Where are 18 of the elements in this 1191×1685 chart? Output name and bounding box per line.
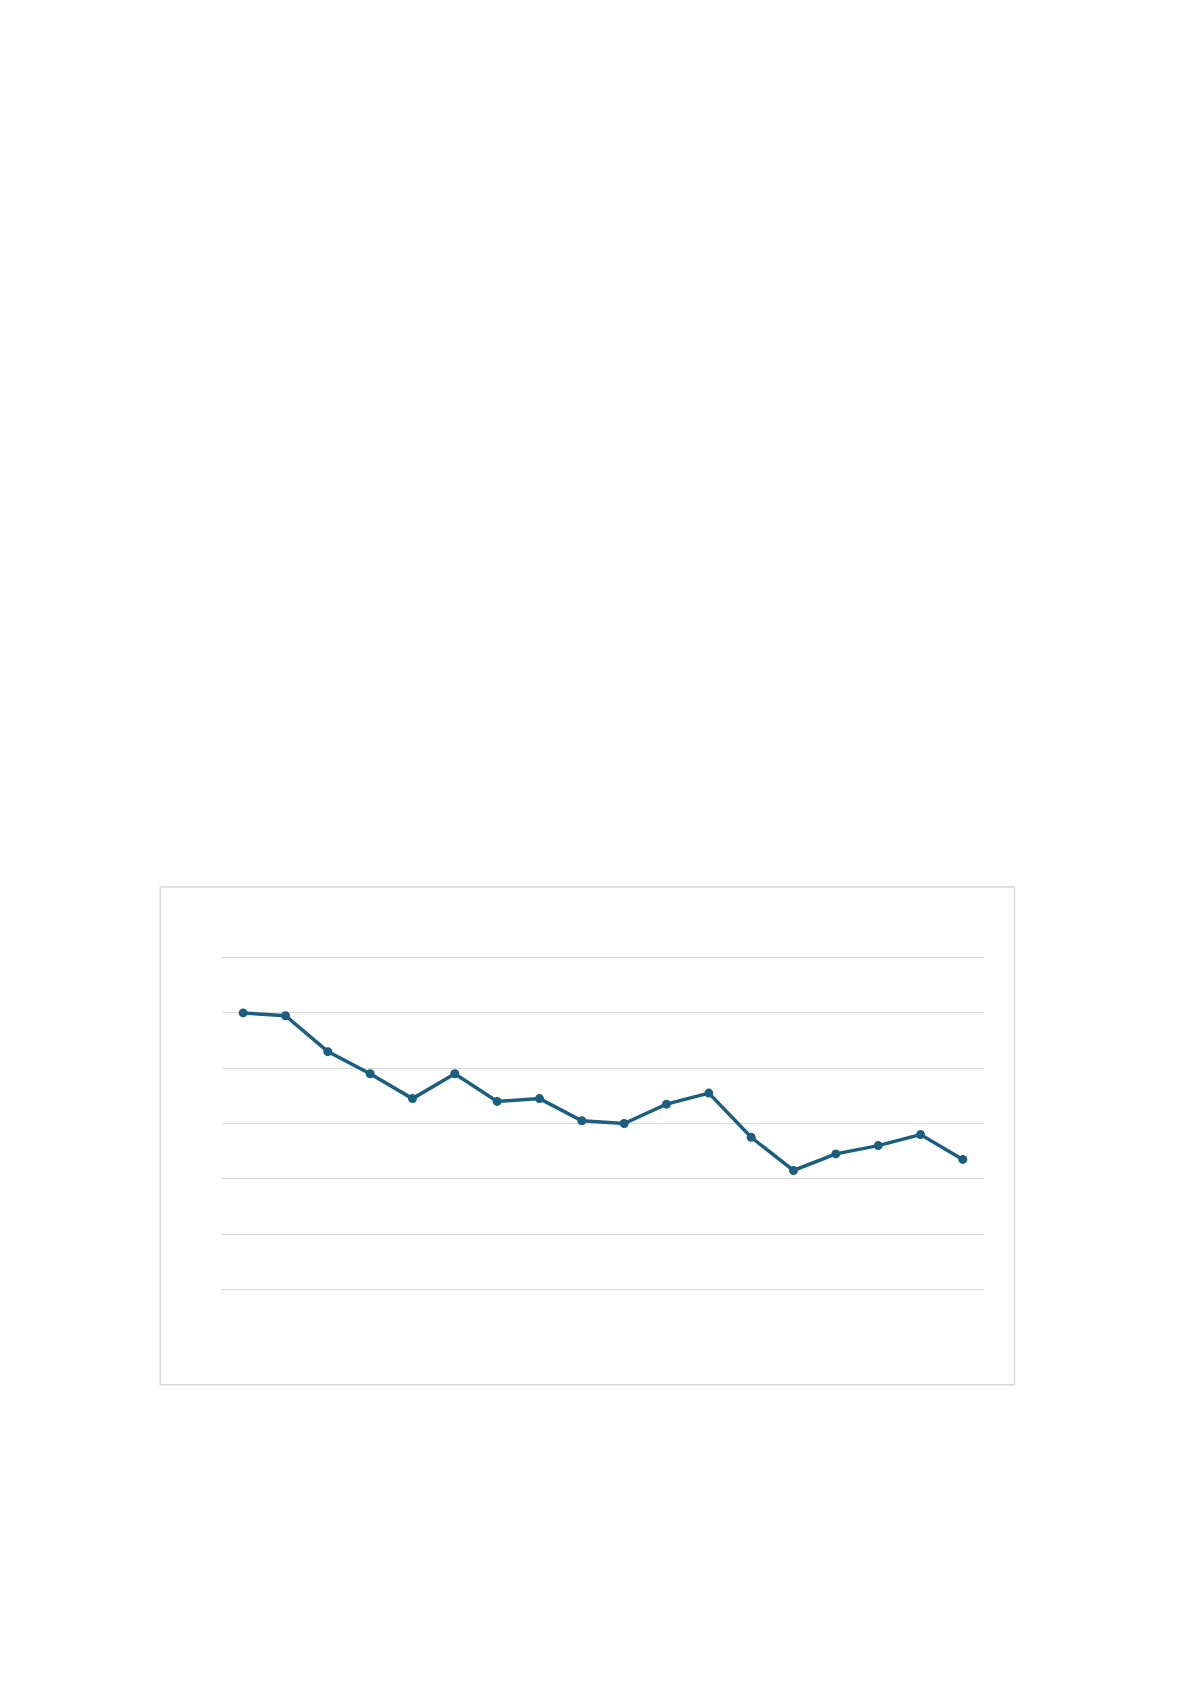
point bbox=[365, 1069, 375, 1079]
point bbox=[450, 1069, 460, 1079]
point bbox=[746, 1132, 756, 1142]
point bbox=[662, 1099, 671, 1109]
point bbox=[619, 1119, 629, 1128]
point bbox=[789, 1165, 798, 1175]
point bbox=[408, 1094, 417, 1104]
point bbox=[577, 1116, 587, 1126]
point bbox=[831, 1149, 841, 1159]
point bbox=[535, 1094, 544, 1104]
point bbox=[238, 1008, 248, 1018]
point bbox=[492, 1096, 502, 1106]
point bbox=[281, 1011, 290, 1021]
point bbox=[873, 1141, 883, 1151]
point bbox=[704, 1088, 714, 1098]
point bbox=[323, 1047, 333, 1057]
point bbox=[916, 1130, 925, 1140]
point bbox=[958, 1154, 968, 1164]
